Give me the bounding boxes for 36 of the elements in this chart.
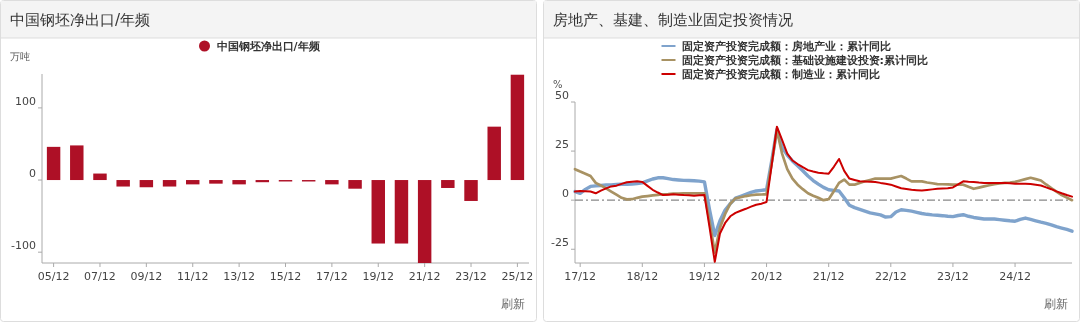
x-tick-label: 05/12 [37, 270, 70, 283]
text: 刷新 [1044, 297, 1068, 311]
x-tick-label: 25/12 [501, 270, 534, 283]
x-tick-label: 07/12 [84, 270, 116, 283]
x-tick-label: 24/12 [999, 270, 1031, 283]
x-tick-label: 22/12 [874, 270, 907, 283]
y-tick-label: 0 [29, 167, 36, 181]
y-tick-label: 0 [562, 187, 569, 201]
legend: 中国钢坯净出口/年频 [199, 40, 320, 53]
x-tick-label: 18/12 [626, 270, 659, 283]
x-tick-label: 21/12 [812, 270, 845, 283]
chart-title: 中国钢坯净出口/年频 [10, 11, 151, 29]
x-tick-label: 23/12 [937, 270, 969, 283]
x-tick-label: 09/12 [130, 270, 163, 283]
x-tick-label: 17/12 [316, 270, 348, 283]
x-tick-label: 20/12 [750, 270, 783, 283]
y-tick-label: -25 [551, 236, 569, 250]
text: 刷新 [501, 297, 525, 311]
legend-label: 固定资产投资完成额：房地产业：累计同比 [681, 40, 891, 53]
x-tick-label: 17/12 [564, 270, 597, 283]
y-axis-title: 万吨 [10, 51, 30, 62]
x-tick-label: 13/12 [223, 270, 255, 283]
y-tick-label: -100 [11, 239, 36, 253]
x-tick-label: 23/12 [455, 270, 487, 283]
y-tick-label: 50 [555, 89, 569, 102]
y-axis-title: % [553, 79, 563, 90]
x-tick-label: 21/12 [408, 270, 441, 283]
legend-label: 固定资产投资完成额：制造业：累计同比 [681, 68, 880, 81]
x-tick-label: 15/12 [269, 270, 302, 283]
y-tick-label: 25 [555, 138, 569, 152]
chart-title: 房地产、基建、制造业固定投资情况 [553, 11, 793, 29]
legend-label: 固定资产投资完成额：基础设施建设投资:累计同比 [681, 54, 928, 67]
x-tick-label: 11/12 [176, 270, 209, 283]
x-tick-label: 19/12 [688, 270, 721, 283]
x-tick-label: 19/12 [362, 270, 395, 283]
y-tick-label: 100 [15, 94, 36, 108]
